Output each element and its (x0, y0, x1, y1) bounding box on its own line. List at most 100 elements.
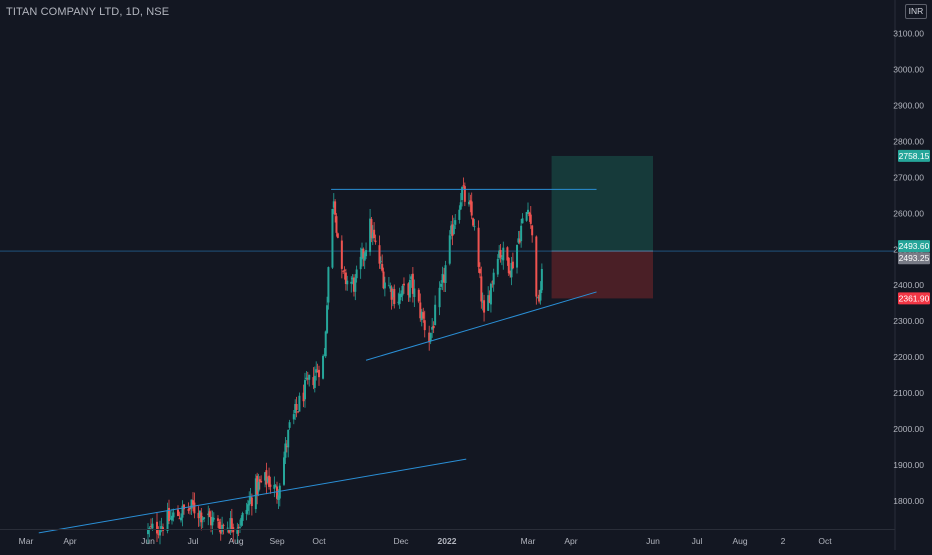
candle (382, 267, 385, 290)
candle (264, 471, 267, 488)
candle (462, 177, 465, 189)
candle (351, 274, 354, 285)
candle (488, 290, 491, 304)
candle (178, 511, 181, 520)
candle (226, 521, 229, 533)
candle (148, 526, 151, 538)
candle (269, 476, 272, 494)
candle (397, 292, 400, 306)
candle (496, 254, 499, 278)
candle (432, 321, 435, 334)
candle (212, 512, 215, 522)
y-tick-label: 3000.00 (893, 64, 924, 74)
candle (306, 371, 309, 385)
candle (417, 288, 420, 304)
svg-text:2493.60: 2493.60 (899, 241, 930, 251)
candle (354, 274, 357, 301)
candle (470, 192, 473, 220)
candle (469, 194, 472, 213)
candle (390, 285, 393, 310)
candle (240, 515, 243, 528)
candle (315, 361, 318, 381)
candle (499, 243, 502, 263)
candle (327, 266, 330, 310)
candle (256, 472, 259, 505)
candle (326, 296, 329, 334)
candle (498, 245, 501, 260)
symbol-title[interactable]: TITAN COMPANY LTD, 1D, NSE (6, 6, 170, 18)
candle (302, 384, 305, 408)
candle (527, 202, 529, 214)
candle (331, 208, 334, 270)
x-tick-label: Jul (188, 536, 199, 546)
candle (387, 276, 390, 287)
candle (516, 244, 519, 274)
candle (517, 231, 520, 245)
candle (193, 492, 196, 519)
x-tick-label: Sep (269, 536, 284, 546)
trendline-rising-support[interactable] (365, 291, 597, 361)
candle (343, 266, 346, 280)
y-tick-label: 2300.00 (893, 316, 924, 326)
candle (423, 310, 426, 338)
candle (208, 508, 211, 518)
candle (278, 483, 281, 507)
candle (483, 294, 486, 322)
trendline-long-term-support[interactable] (38, 458, 467, 534)
candle (238, 519, 241, 533)
candle (402, 277, 405, 294)
candle (332, 193, 335, 215)
target-price-label: 2758.15 (898, 149, 930, 162)
candle (434, 295, 437, 326)
candle (245, 502, 248, 521)
candle (350, 276, 353, 293)
candle (200, 507, 203, 531)
y-tick-label: 2900.00 (893, 100, 924, 110)
candle (369, 208, 372, 256)
candle (292, 410, 295, 425)
candle (391, 286, 394, 307)
candle (192, 492, 194, 512)
profit-zone[interactable] (551, 155, 653, 252)
x-tick-label: Aug (228, 536, 243, 546)
candle (230, 508, 233, 533)
time-axis[interactable]: Mar Apr Jun Jul Aug Sep Oct Dec 2022 Mar Apr Jun Jul… (19, 536, 833, 546)
candle (248, 491, 251, 515)
y-tick-label: 1800.00 (893, 496, 924, 506)
candle (316, 363, 319, 373)
candle (295, 396, 298, 418)
currency-badge[interactable]: INR (905, 4, 927, 19)
candle (443, 267, 446, 292)
x-tick-label: Mar (521, 536, 536, 546)
candle (180, 513, 182, 523)
candle (420, 308, 423, 327)
candle (451, 215, 454, 246)
trendlines[interactable] (38, 188, 597, 534)
candle (507, 257, 510, 276)
candle (538, 290, 541, 304)
svg-text:2758.15: 2758.15 (899, 151, 930, 161)
y-tick-label: 2600.00 (893, 208, 924, 218)
candle (472, 217, 475, 227)
current-price-label: 2493.60 (898, 240, 930, 253)
candle (298, 392, 301, 412)
candle (241, 511, 244, 526)
candle (419, 293, 422, 322)
candle (273, 476, 276, 498)
candle (511, 252, 514, 270)
candle (393, 284, 396, 309)
loss-zone[interactable] (551, 251, 653, 299)
candle (322, 354, 325, 380)
candle (168, 499, 170, 525)
candle (287, 429, 290, 458)
candle (510, 257, 513, 286)
candle (491, 280, 494, 288)
candle (487, 286, 490, 311)
candle (187, 502, 190, 514)
candle (172, 508, 175, 522)
last-price-label: 2493.25 (898, 252, 930, 265)
candle (536, 296, 539, 299)
position-zones[interactable] (551, 155, 653, 299)
